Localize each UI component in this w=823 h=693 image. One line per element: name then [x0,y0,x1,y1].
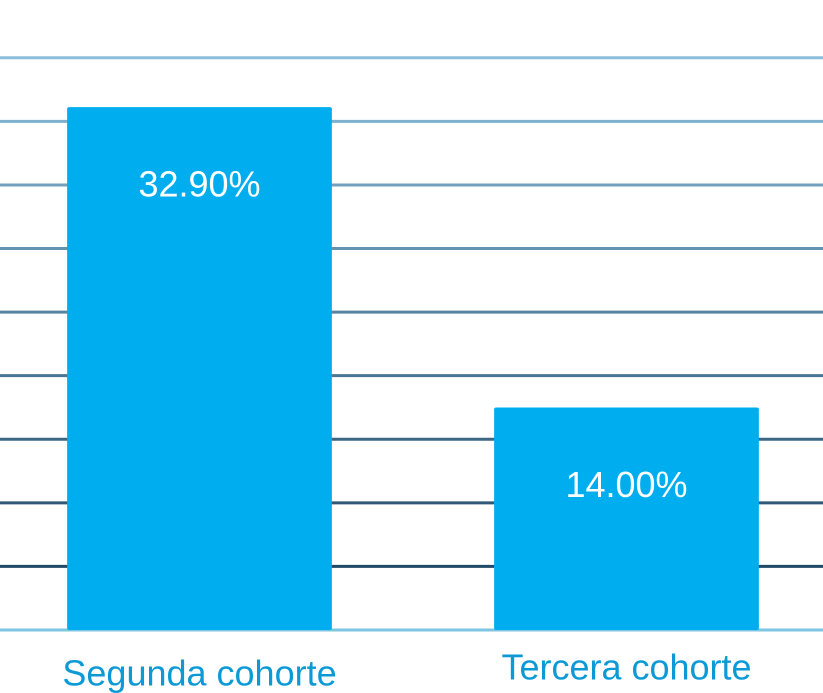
data-label: 32.90% [138,164,260,205]
data-label: 14.00% [565,464,687,505]
x-tick-label: Tercera cohorte [501,647,751,688]
bar [494,407,759,630]
x-tick-label: Segunda cohorte [62,653,336,693]
bar [67,107,332,630]
